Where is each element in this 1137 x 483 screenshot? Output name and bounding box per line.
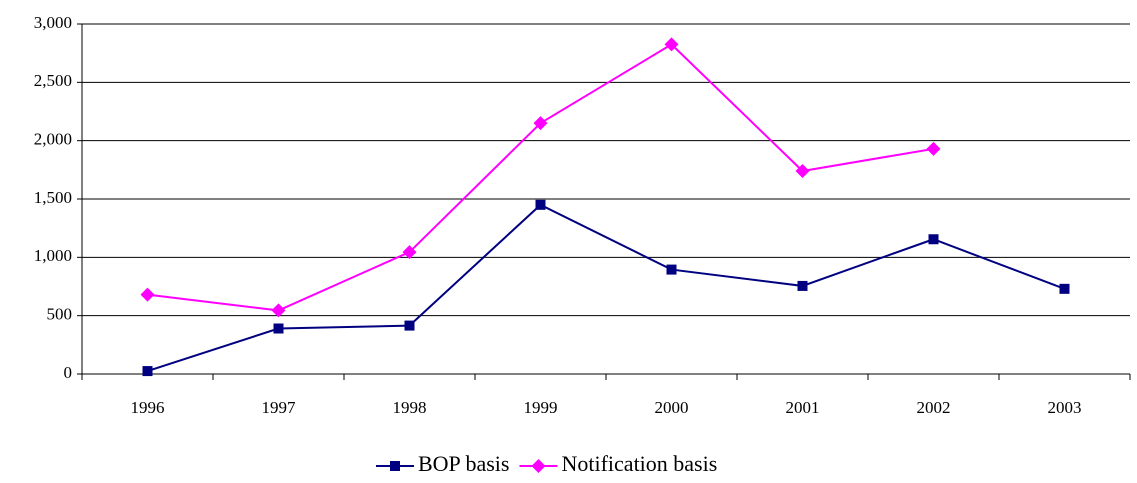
- square-marker: [797, 280, 808, 291]
- square-marker: [142, 366, 153, 377]
- diamond-marker: [664, 37, 679, 52]
- square-marker: [928, 234, 939, 245]
- x-tick-label: 2002: [917, 398, 951, 417]
- legend-label: BOP basis: [418, 451, 509, 476]
- y-tick-label: 0: [64, 363, 73, 382]
- y-tick-label: 1,000: [34, 246, 72, 265]
- x-tick-label: 1997: [262, 398, 297, 417]
- x-tick-label: 1999: [524, 398, 558, 417]
- y-tick-label: 2,000: [34, 130, 72, 149]
- square-marker: [666, 264, 677, 275]
- diamond-marker: [926, 141, 941, 156]
- square-marker: [535, 199, 546, 210]
- x-tick-label: 2001: [786, 398, 820, 417]
- legend-marker: [390, 461, 400, 471]
- x-tick-label: 1998: [393, 398, 427, 417]
- y-tick-label: 1,500: [34, 188, 72, 207]
- diamond-marker: [795, 164, 810, 178]
- y-tick-label: 3,000: [34, 13, 72, 32]
- x-tick-label: 2003: [1048, 398, 1082, 417]
- square-marker: [404, 320, 415, 331]
- diamond-marker: [140, 287, 155, 302]
- diamond-marker: [271, 303, 286, 318]
- square-marker: [1059, 283, 1070, 294]
- series-line: [147, 43, 934, 312]
- legend-marker: [531, 459, 546, 473]
- x-tick-label: 1996: [131, 398, 165, 417]
- y-tick-label: 2,500: [34, 71, 72, 90]
- diamond-marker: [533, 116, 548, 131]
- y-tick-label: 500: [47, 305, 73, 324]
- legend-label: Notification basis: [561, 451, 717, 476]
- series-line: [147, 203, 1065, 373]
- x-tick-label: 2000: [655, 398, 689, 417]
- square-marker: [273, 323, 284, 334]
- diamond-marker: [402, 245, 417, 260]
